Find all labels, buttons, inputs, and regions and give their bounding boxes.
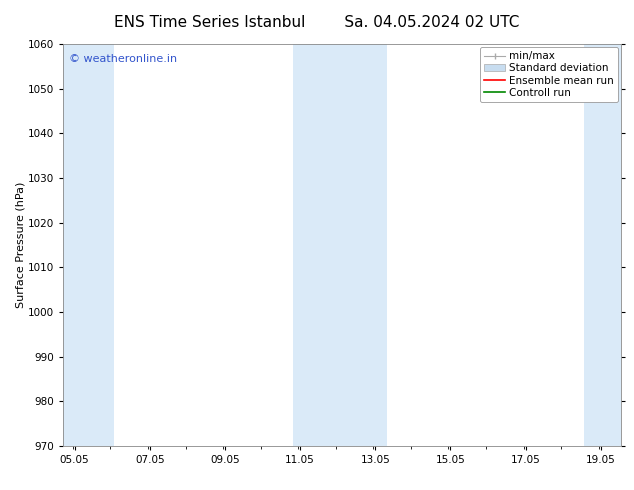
Legend: min/max, Standard deviation, Ensemble mean run, Controll run: min/max, Standard deviation, Ensemble me… (480, 47, 618, 102)
Text: © weatheronline.in: © weatheronline.in (69, 54, 177, 64)
Bar (63, 44, 114, 446)
Text: ENS Time Series Istanbul        Sa. 04.05.2024 02 UTC: ENS Time Series Istanbul Sa. 04.05.2024 … (114, 15, 520, 30)
Bar (292, 44, 387, 446)
Y-axis label: Surface Pressure (hPa): Surface Pressure (hPa) (15, 182, 25, 308)
Bar (584, 44, 621, 446)
